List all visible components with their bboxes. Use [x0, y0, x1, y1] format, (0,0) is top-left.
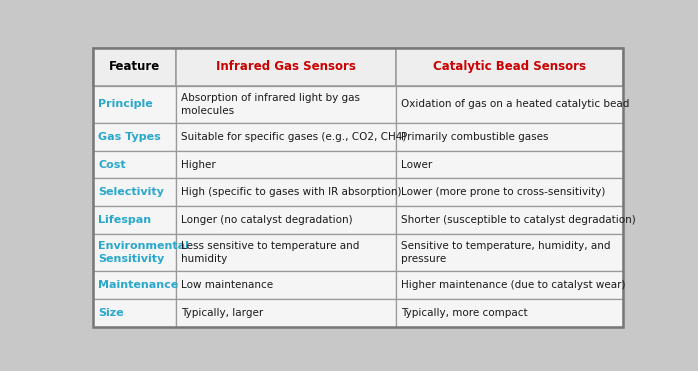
Text: Sensitive to temperature, humidity, and
pressure: Sensitive to temperature, humidity, and … [401, 241, 611, 264]
Bar [176, 151, 396, 178]
Text: Shorter (susceptible to catalyst degradation): Shorter (susceptible to catalyst degrada… [401, 215, 636, 225]
Bar [396, 86, 623, 123]
Text: Higher maintenance (due to catalyst wear): Higher maintenance (due to catalyst wear… [401, 280, 626, 290]
Bar [176, 123, 396, 151]
Text: Lower: Lower [401, 160, 433, 170]
Text: Suitable for specific gases (e.g., CO2, CH4): Suitable for specific gases (e.g., CO2, … [181, 132, 407, 142]
Bar [93, 206, 176, 234]
Text: Primarily combustible gases: Primarily combustible gases [401, 132, 549, 142]
Text: Selectivity: Selectivity [98, 187, 164, 197]
Bar [396, 234, 623, 271]
Bar [396, 178, 623, 206]
Text: Oxidation of gas on a heated catalytic bead: Oxidation of gas on a heated catalytic b… [401, 99, 630, 109]
Text: Cost: Cost [98, 160, 126, 170]
Bar [396, 271, 623, 299]
Text: Lifespan: Lifespan [98, 215, 151, 225]
Text: Size: Size [98, 308, 124, 318]
Bar [176, 206, 396, 234]
Text: Environmental
Sensitivity: Environmental Sensitivity [98, 241, 189, 264]
Bar [93, 86, 176, 123]
Bar [396, 299, 623, 327]
Bar [93, 299, 176, 327]
Bar [176, 234, 396, 271]
Text: Longer (no catalyst degradation): Longer (no catalyst degradation) [181, 215, 353, 225]
Bar [93, 271, 176, 299]
Text: Absorption of infrared light by gas
molecules: Absorption of infrared light by gas mole… [181, 93, 360, 116]
Bar [396, 48, 623, 86]
Text: Typically, more compact: Typically, more compact [401, 308, 528, 318]
Text: Typically, larger: Typically, larger [181, 308, 264, 318]
Bar [396, 151, 623, 178]
Bar [176, 48, 396, 86]
Text: Infrared Gas Sensors: Infrared Gas Sensors [216, 60, 356, 73]
Text: Gas Types: Gas Types [98, 132, 161, 142]
Bar [176, 86, 396, 123]
Bar [93, 123, 176, 151]
Bar [176, 271, 396, 299]
Text: Less sensitive to temperature and
humidity: Less sensitive to temperature and humidi… [181, 241, 359, 264]
Text: Lower (more prone to cross-sensitivity): Lower (more prone to cross-sensitivity) [401, 187, 606, 197]
Text: Higher: Higher [181, 160, 216, 170]
Text: Principle: Principle [98, 99, 153, 109]
Text: Feature: Feature [109, 60, 160, 73]
Bar [93, 151, 176, 178]
Bar [93, 178, 176, 206]
Bar [93, 48, 176, 86]
Bar [93, 234, 176, 271]
Text: Catalytic Bead Sensors: Catalytic Bead Sensors [433, 60, 586, 73]
Text: High (specific to gases with IR absorption): High (specific to gases with IR absorpti… [181, 187, 402, 197]
Bar [176, 178, 396, 206]
Bar [396, 123, 623, 151]
Text: Low maintenance: Low maintenance [181, 280, 274, 290]
Bar [396, 206, 623, 234]
Text: Maintenance: Maintenance [98, 280, 178, 290]
Bar [176, 299, 396, 327]
